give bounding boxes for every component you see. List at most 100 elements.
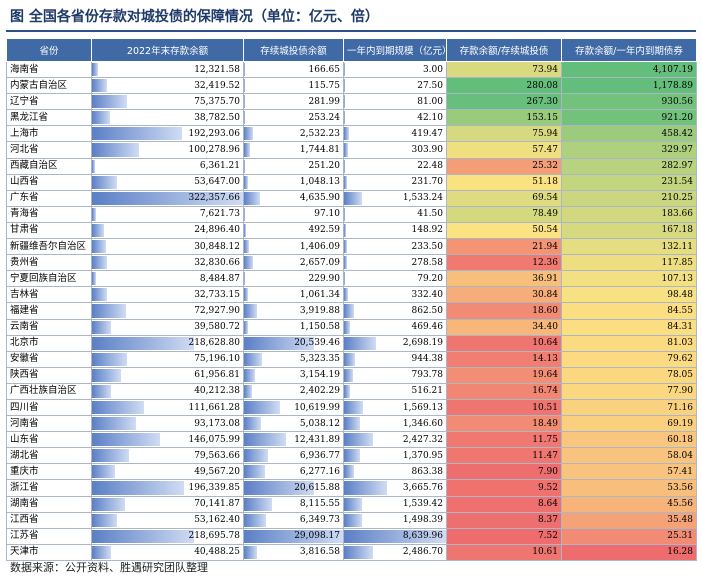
- deposit-data-bar: [92, 304, 127, 318]
- ratio-debt-cell: 12.36: [446, 254, 562, 272]
- debt-value: 251.20: [308, 161, 341, 172]
- due-data-bar: [344, 256, 348, 270]
- header-deposit: 2022年末存款余额: [91, 38, 244, 62]
- deposit-data-bar: [92, 95, 128, 109]
- deposit-value: 32,830.66: [194, 257, 240, 268]
- due-value: 2,698.19: [402, 338, 443, 349]
- table-row: 云南省 39,580.72 1,150.58 469.46 34.40 84.31: [6, 318, 697, 336]
- province-cell: 河南省: [6, 415, 92, 433]
- due-cell: 42.10: [343, 109, 447, 127]
- debt-value: 1,744.81: [299, 145, 340, 156]
- due-cell: 469.46: [343, 318, 447, 336]
- deposit-cell: 72,927.90: [91, 302, 244, 320]
- deposit-data-bar: [92, 465, 116, 479]
- due-value: 419.47: [411, 128, 444, 139]
- header-ratio-due: 存款余额/一年内到期债券: [561, 38, 697, 62]
- due-cell: 862.50: [343, 302, 447, 320]
- deposit-data-bar: [92, 352, 128, 366]
- due-data-bar: [344, 175, 347, 189]
- due-cell: 1,539.42: [343, 495, 447, 513]
- due-value: 8,639.96: [402, 531, 443, 542]
- deposit-value: 7,621.73: [199, 209, 240, 220]
- ratio-debt-cell: 8.37: [446, 511, 562, 529]
- deposit-cell: 111,661.28: [91, 398, 244, 417]
- due-data-bar: [344, 400, 363, 415]
- debt-data-bar: [244, 481, 315, 495]
- debt-data-bar: [244, 79, 246, 93]
- debt-cell: 492.59: [243, 221, 344, 240]
- debt-cell: 6,936.77: [243, 447, 344, 465]
- ratio-debt-cell: 19.64: [446, 366, 562, 384]
- deposit-cell: 100,278.96: [91, 141, 244, 159]
- debt-data-bar: [244, 336, 314, 350]
- table-row: 福建省 72,927.90 3,919.88 862.50 18.60 84.55: [6, 302, 697, 320]
- ratio-debt-cell: 7.52: [446, 527, 562, 545]
- ratio-due-cell: 45.56: [561, 495, 697, 513]
- province-cell: 甘肃省: [6, 221, 92, 240]
- table-row: 北京市 218,628.80 20,539.46 2,698.19 10.64 81.03: [6, 334, 697, 352]
- debt-value: 1,061.34: [299, 289, 340, 300]
- deposit-cell: 12,321.58: [91, 60, 244, 79]
- deposit-value: 12,321.58: [194, 64, 240, 75]
- due-value: 79.20: [417, 273, 443, 284]
- debt-cell: 20,615.88: [243, 479, 344, 497]
- province-cell: 上海市: [6, 125, 92, 143]
- deposit-cell: 32,830.66: [91, 254, 244, 272]
- ratio-due-cell: 210.25: [561, 189, 697, 207]
- debt-value: 492.59: [308, 225, 341, 236]
- debt-value: 12,431.89: [294, 434, 340, 445]
- deposit-value: 70,141.87: [194, 499, 240, 510]
- debt-value: 5,038.12: [299, 418, 340, 429]
- debt-cell: 1,744.81: [243, 141, 344, 159]
- debt-data-bar: [244, 304, 258, 318]
- due-cell: 3,665.76: [343, 479, 447, 497]
- header-debt: 存续城投债余额: [243, 38, 344, 62]
- due-data-bar: [344, 320, 350, 334]
- debt-data-bar: [244, 529, 343, 543]
- debt-value: 6,277.16: [299, 466, 340, 477]
- province-cell: 湖北省: [6, 447, 92, 465]
- province-cell: 浙江省: [6, 479, 92, 497]
- due-value: 231.70: [411, 177, 444, 188]
- ratio-debt-cell: 75.94: [446, 125, 562, 143]
- ratio-debt-cell: 14.13: [446, 350, 562, 368]
- due-value: 469.46: [411, 322, 444, 333]
- deposit-data-bar: [92, 272, 96, 286]
- province-cell: 陕西省: [6, 366, 92, 384]
- due-data-bar: [344, 223, 346, 238]
- province-cell: 天津市: [6, 543, 92, 561]
- due-data-bar: [344, 111, 346, 125]
- deposit-value: 218,628.80: [188, 338, 240, 349]
- deposit-cell: 49,567.20: [91, 463, 244, 481]
- debt-value: 229.90: [308, 273, 341, 284]
- table-row: 海南省 12,321.58 166.65 3.00 73.94 4,107.19: [6, 60, 697, 79]
- table-row: 重庆市 49,567.20 6,277.16 863.38 7.90 57.41: [6, 463, 697, 481]
- due-cell: 27.50: [343, 77, 447, 95]
- ratio-due-cell: 4,107.19: [561, 60, 697, 79]
- due-value: 233.50: [411, 241, 444, 252]
- table-row: 新疆维吾尔自治区 30,848.12 1,406.09 233.50 21.94 132.…: [6, 238, 697, 256]
- deposit-cell: 38,782.50: [91, 109, 244, 127]
- table-row: 山东省 146,075.99 12,431.89 2,427.32 11.75 60.18: [6, 431, 697, 449]
- due-value: 1,533.24: [402, 193, 443, 204]
- ratio-due-cell: 16.28: [561, 543, 697, 561]
- debt-cell: 1,150.58: [243, 318, 344, 336]
- due-data-bar: [344, 481, 388, 495]
- province-cell: 西藏自治区: [6, 157, 92, 175]
- province-cell: 广东省: [6, 189, 92, 207]
- deposit-cell: 39,580.72: [91, 318, 244, 336]
- due-cell: 233.50: [343, 238, 447, 256]
- ratio-debt-cell: 153.15: [446, 109, 562, 127]
- due-value: 41.50: [417, 209, 443, 220]
- deposit-value: 53,647.00: [194, 177, 240, 188]
- due-cell: 863.38: [343, 463, 447, 481]
- province-cell: 宁夏回族自治区: [6, 270, 92, 288]
- due-cell: 516.21: [343, 382, 447, 400]
- debt-cell: 3,154.19: [243, 366, 344, 384]
- due-cell: 793.78: [343, 366, 447, 384]
- ratio-debt-cell: 18.60: [446, 302, 562, 320]
- due-value: 332.40: [411, 289, 444, 300]
- due-cell: 332.40: [343, 286, 447, 304]
- debt-cell: 10,619.99: [243, 398, 344, 417]
- debt-value: 1,048.13: [299, 177, 340, 188]
